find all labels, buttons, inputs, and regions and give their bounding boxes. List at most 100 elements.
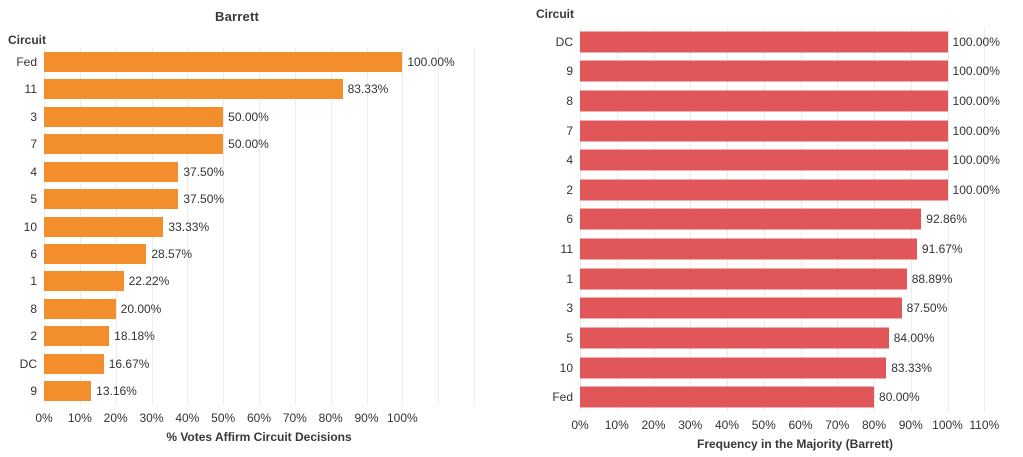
x-tick-label: 100% [386, 411, 418, 425]
gridline [474, 48, 475, 405]
bar[interactable] [44, 271, 124, 292]
category-label: 10 [23, 219, 37, 234]
bar[interactable] [44, 189, 179, 210]
bar[interactable] [580, 238, 917, 260]
bar[interactable] [580, 90, 948, 112]
category-label: 2 [566, 182, 573, 197]
category-label: 6 [30, 247, 37, 262]
x-tick-label: 50% [751, 418, 776, 432]
bar-row: 10 33.33% [24, 213, 474, 240]
category-label: 4 [566, 153, 573, 168]
value-label: 84.00% [893, 330, 935, 345]
bar-row: 8 20.00% [30, 295, 474, 322]
x-tick-label: 50% [211, 411, 236, 425]
bar-row: 2 100.00% [566, 175, 1010, 205]
bar[interactable] [580, 149, 948, 171]
gridline [259, 48, 260, 405]
bar[interactable] [580, 120, 948, 142]
circuit-field-label: Circuit [536, 7, 575, 21]
category-label: 9 [30, 384, 37, 399]
value-label: 100.00% [952, 153, 1000, 168]
bar-row: DC 16.67% [20, 350, 474, 377]
x-tick-label: 30% [678, 418, 703, 432]
bar-row: 6 92.86% [566, 205, 1010, 235]
category-label: 9 [566, 64, 573, 79]
x-tick-label: 90% [898, 418, 923, 432]
category-label: DC [19, 356, 37, 371]
bar-row: Fed 80.00% [552, 382, 1010, 412]
bar[interactable] [44, 216, 164, 237]
gridline [330, 48, 332, 405]
bar-row: 11 83.33% [25, 75, 474, 102]
bar[interactable] [44, 298, 116, 319]
bar[interactable] [44, 161, 179, 182]
bar[interactable] [580, 31, 948, 53]
value-label: 28.57% [151, 247, 193, 262]
bar-row: Fed 100.00% [16, 48, 474, 75]
gridline [223, 48, 225, 405]
x-tick-label: 70% [282, 411, 307, 425]
gridline [294, 48, 296, 405]
bar-row: 5 84.00% [566, 323, 1010, 353]
value-label: 100.00% [952, 64, 1000, 79]
bar-row: 6 28.57% [30, 240, 474, 267]
x-tick-label: 40% [175, 411, 200, 425]
value-label: 33.33% [168, 219, 210, 234]
bar[interactable] [580, 297, 902, 319]
gridline [984, 27, 986, 412]
bar[interactable] [580, 179, 948, 201]
value-label: 92.86% [926, 212, 967, 227]
category-label: 3 [30, 109, 37, 124]
plot-area: DC 100.00% 9 100.00% 8 100.00% 7 100.00% 4 100.00… [552, 27, 1010, 412]
bar[interactable] [580, 357, 887, 378]
bar[interactable] [44, 51, 403, 72]
x-tick-label: 0% [571, 418, 589, 432]
chart-title: Barrett [214, 9, 260, 24]
bar-row: 3 50.00% [30, 103, 474, 130]
bar[interactable] [580, 268, 907, 290]
bar[interactable] [580, 60, 948, 82]
x-axis-title: Frequency in the Majority (Barrett) [696, 437, 894, 451]
bar[interactable] [44, 79, 343, 100]
bar-row: DC 100.00% [556, 27, 1010, 57]
category-label: 11 [560, 242, 573, 257]
bar-row: 2 18.18% [30, 323, 474, 350]
category-label: Fed [16, 54, 37, 69]
bar-row: 5 37.50% [30, 185, 474, 212]
value-label: 88.89% [911, 271, 953, 286]
chart-votes-affirm: Barrett Circuit Fed 100.00% 11 83.33% 3 50.00… [0, 0, 511, 457]
bar[interactable] [44, 134, 224, 155]
x-tick-label: 90% [354, 411, 379, 425]
value-label: 83.33% [891, 360, 932, 375]
category-label: 1 [30, 274, 37, 289]
bar[interactable] [580, 208, 922, 230]
bar[interactable] [44, 326, 110, 347]
bar[interactable] [580, 386, 875, 408]
category-label: 4 [30, 164, 37, 179]
category-label: 6 [566, 212, 573, 227]
gridline [438, 48, 440, 405]
bar-row: 9 13.16% [30, 378, 474, 405]
bar[interactable] [44, 353, 104, 374]
category-label: 3 [566, 301, 573, 316]
chart-majority-frequency: Circuit DC 100.00% 9 100.00% 8 100.00% 7 100.00… [511, 0, 1023, 457]
x-axis: 0% 10% 20% 30% 40% 50% 60% 70% 80% 90% 100% [35, 411, 474, 425]
x-tick-label: 10% [604, 418, 629, 432]
x-tick-label: 60% [788, 418, 813, 432]
category-label: Fed [552, 390, 573, 405]
x-tick-label: 10% [67, 411, 92, 425]
bar[interactable] [44, 106, 224, 127]
bar[interactable] [580, 327, 889, 349]
bar-row: 7 100.00% [566, 116, 1010, 146]
value-label: 100.00% [407, 54, 455, 69]
bar-row: 1 22.22% [30, 268, 474, 295]
gridline [187, 48, 189, 405]
x-tick-label: 0% [35, 411, 53, 425]
bar[interactable] [44, 244, 147, 265]
x-axis-title: % Votes Affirm Circuit Decisions [166, 430, 352, 444]
value-label: 100.00% [952, 94, 1000, 109]
plot-area: Fed 100.00% 11 83.33% 3 50.00% 7 50.00% 4 37.50% 5… [16, 48, 475, 405]
category-label: 7 [566, 123, 573, 138]
bar[interactable] [44, 381, 92, 402]
